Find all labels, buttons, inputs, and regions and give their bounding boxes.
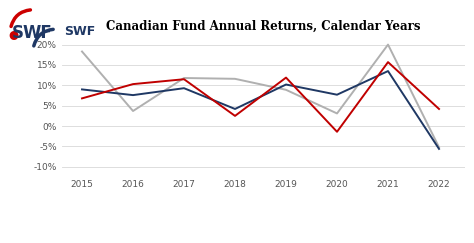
Text: SWF: SWF xyxy=(64,25,96,38)
Text: •: • xyxy=(5,24,23,53)
FancyArrowPatch shape xyxy=(34,29,53,46)
FancyArrowPatch shape xyxy=(11,10,30,26)
Text: S: S xyxy=(12,24,24,42)
Title: Canadian Fund Annual Returns, Calendar Years: Canadian Fund Annual Returns, Calendar Y… xyxy=(106,19,420,33)
Legend: CDPQ, CPP, OMERS: CDPQ, CPP, OMERS xyxy=(207,240,376,243)
Text: WF: WF xyxy=(23,24,53,42)
